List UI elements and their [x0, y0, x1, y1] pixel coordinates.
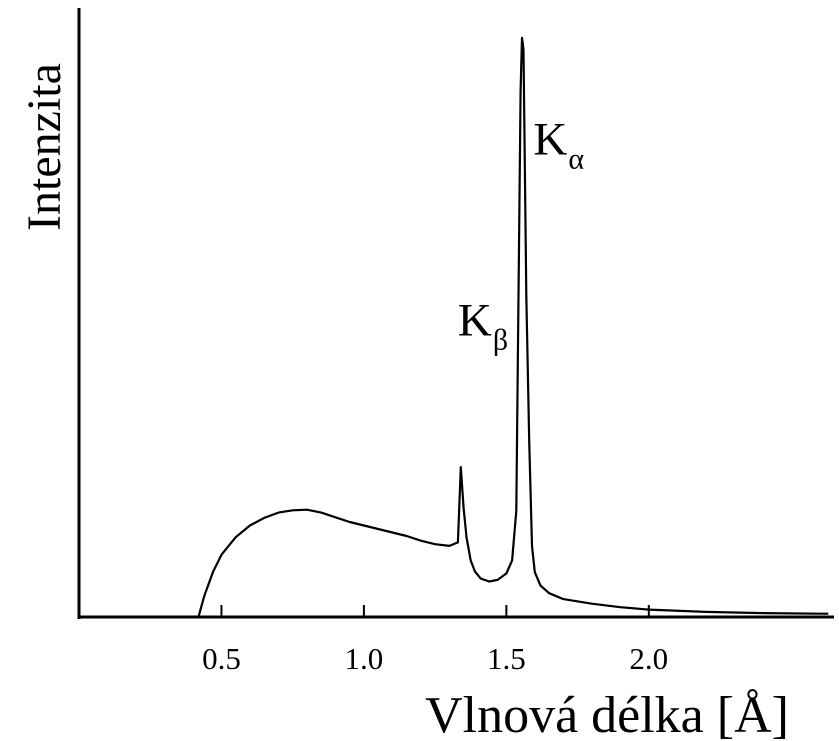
peak-label-kbeta: Kβ: [458, 295, 508, 357]
x-tick-labels: 0.5 1.0 1.5 2.0: [202, 641, 668, 676]
x-tick-label-1: 1.0: [345, 641, 384, 676]
x-ticks: [220, 605, 650, 617]
x-axis-title: Vlnová délka [Å]: [425, 687, 789, 741]
peak-annotations: Kβ Kα: [458, 114, 584, 357]
x-tick-label-0: 0.5: [202, 641, 241, 676]
axes: [77, 8, 834, 619]
peak-label-kalpha: Kα: [533, 114, 584, 176]
x-tick-label-2: 1.5: [487, 641, 526, 676]
spectrum-line: [197, 36, 829, 617]
x-tick-label-3: 2.0: [629, 641, 668, 676]
y-axis-title: Intenzita: [18, 63, 71, 231]
